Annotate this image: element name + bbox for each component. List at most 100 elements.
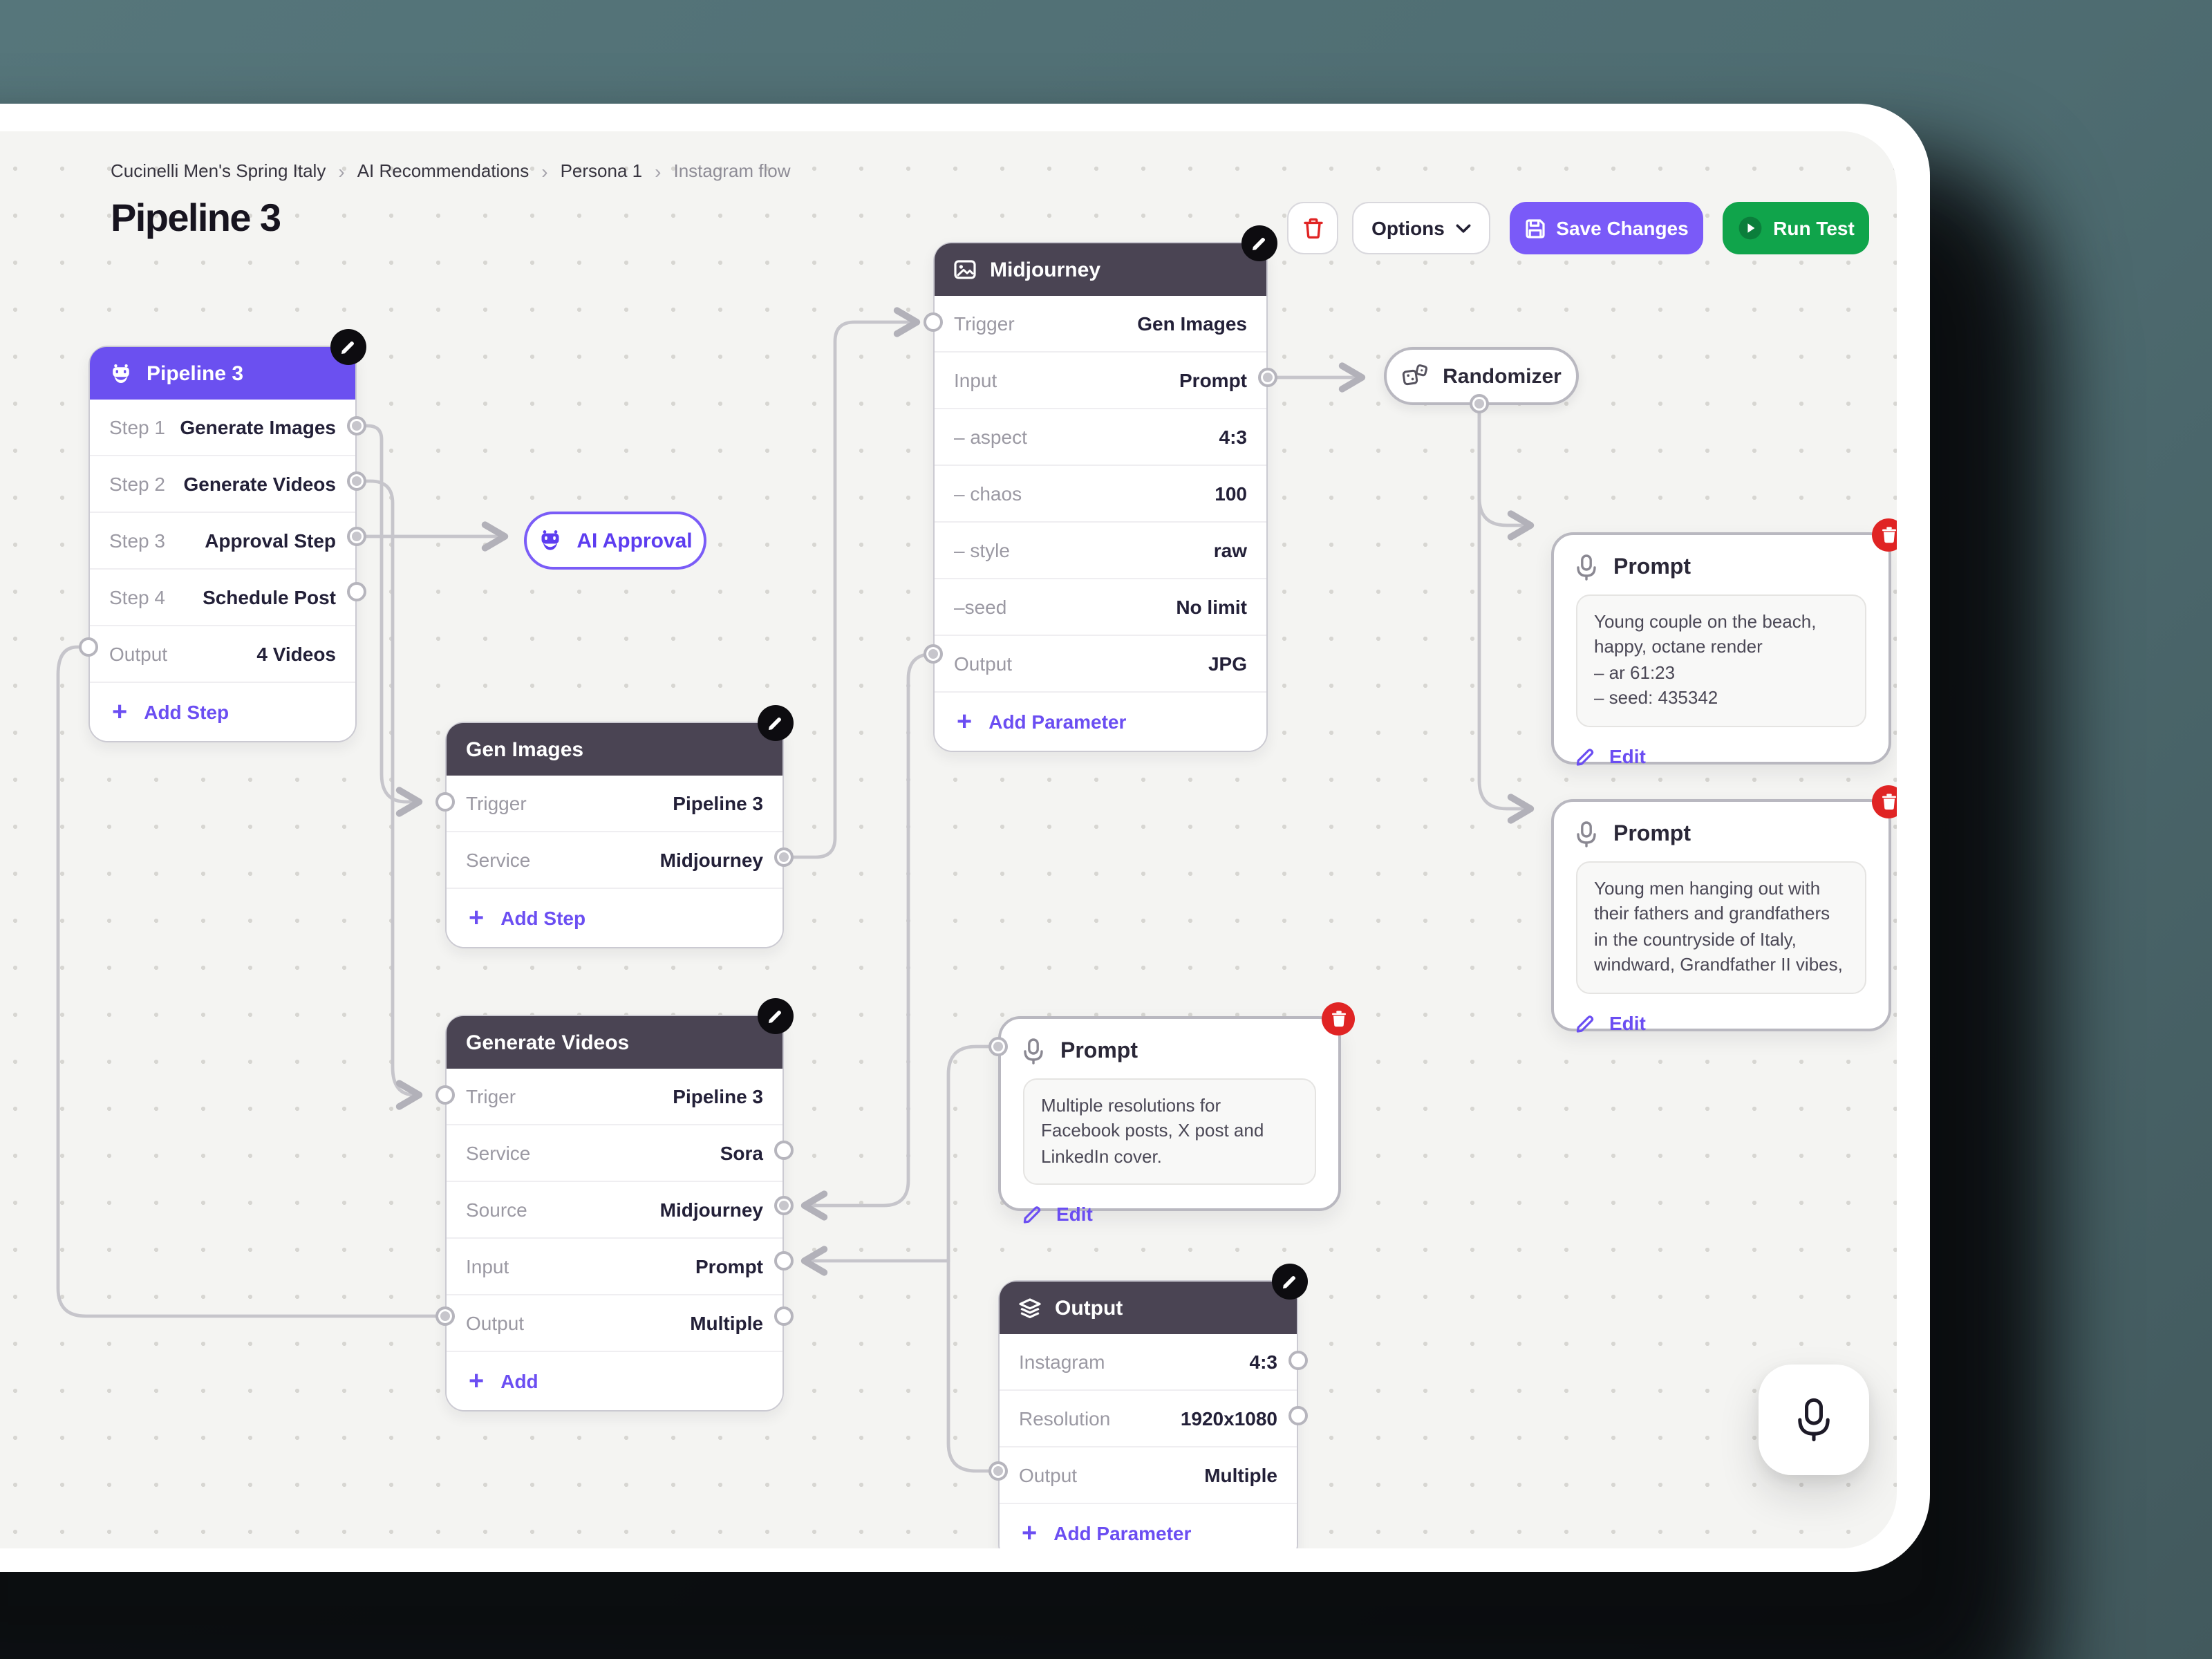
port-pipeline-step3[interactable] [347, 527, 366, 546]
flow-canvas[interactable]: Cucinelli Men's Spring Italy › AI Recomm… [0, 131, 1897, 1548]
prompt-edit-button[interactable]: Edit [1576, 1012, 1866, 1034]
output-row-instagram[interactable]: Instagram 4:3 [1000, 1334, 1297, 1391]
pipeline-edit-badge[interactable] [330, 329, 366, 365]
mic-icon [1796, 1398, 1832, 1442]
pencil-icon [767, 1008, 784, 1024]
output-add-parameter-button[interactable]: + Add Parameter [1000, 1504, 1297, 1548]
pipeline-row-step3[interactable]: Step 3 Approval Step [90, 513, 355, 570]
generate-videos-node[interactable]: Generate Videos Triger Pipeline 3 Service… [445, 998, 794, 1412]
port-output-resolution[interactable] [1288, 1406, 1308, 1425]
generate-videos-row-input[interactable]: Input Prompt [447, 1239, 782, 1295]
port-generate-videos-output-left[interactable] [435, 1306, 455, 1326]
pipeline-node-header[interactable]: Pipeline 3 [90, 347, 355, 400]
midjourney-node-header[interactable]: Midjourney [935, 243, 1266, 296]
pencil-icon [1576, 1013, 1595, 1033]
generate-videos-edit-badge[interactable] [758, 998, 794, 1034]
pipeline-row-output[interactable]: Output 4 Videos [90, 626, 355, 683]
voice-input-button[interactable] [1759, 1365, 1869, 1475]
mic-icon [1576, 554, 1597, 581]
port-pipeline-output[interactable] [79, 637, 98, 657]
run-test-button[interactable]: Run Test [1723, 202, 1869, 254]
prompt-text[interactable]: Young couple on the beach, happy, octane… [1576, 594, 1866, 727]
save-changes-button[interactable]: Save Changes [1510, 202, 1703, 254]
output-edit-badge[interactable] [1272, 1264, 1308, 1300]
prompt-beach-node[interactable]: Prompt Young couple on the beach, happy,… [1551, 518, 1897, 767]
midjourney-row-style[interactable]: – style raw [935, 523, 1266, 579]
pencil-icon [1282, 1273, 1298, 1290]
prompt-delete-badge[interactable] [1872, 785, 1897, 818]
port-generate-videos-triger[interactable] [435, 1085, 455, 1105]
output-node-title: Output [1055, 1296, 1123, 1320]
generate-videos-row-source[interactable]: Source Midjourney [447, 1182, 782, 1239]
port-gen-images-trigger[interactable] [435, 792, 455, 812]
pipeline-row-step2[interactable]: Step 2 Generate Videos [90, 456, 355, 513]
output-row-resolution[interactable]: Resolution 1920x1080 [1000, 1391, 1297, 1447]
generate-videos-add-button[interactable]: + Add [447, 1352, 782, 1410]
port-pipeline-step1[interactable] [347, 416, 366, 435]
pipeline-row-step4[interactable]: Step 4 Schedule Post [90, 570, 355, 626]
breadcrumb-item[interactable]: Persona 1 [560, 160, 643, 181]
prompt-text[interactable]: Multiple resolutions for Facebook posts,… [1023, 1078, 1316, 1185]
prompt-resolutions-node[interactable]: Prompt Multiple resolutions for Facebook… [998, 1002, 1355, 1226]
robot-icon [538, 529, 563, 552]
pipeline-row-step1[interactable]: Step 1 Generate Images [90, 400, 355, 456]
port-randomizer-out[interactable] [1470, 394, 1489, 413]
gen-images-edit-badge[interactable] [758, 705, 794, 741]
port-pipeline-step4[interactable] [347, 582, 366, 601]
midjourney-row-seed[interactable]: –seed No limit [935, 579, 1266, 636]
gen-images-row-service[interactable]: Service Midjourney [447, 832, 782, 889]
prompt-title-row: Prompt [1576, 821, 1866, 847]
midjourney-row-aspect[interactable]: – aspect 4:3 [935, 409, 1266, 466]
prompt-italy-node[interactable]: Prompt Young men hanging out with their … [1551, 785, 1897, 1034]
play-icon [1737, 216, 1762, 241]
port-generate-videos-source[interactable] [774, 1196, 794, 1215]
layers-icon [1019, 1297, 1041, 1318]
port-generate-videos-output-right[interactable] [774, 1306, 794, 1326]
breadcrumb-item-current: Instagram flow [673, 160, 791, 181]
pipeline-add-step-button[interactable]: + Add Step [90, 683, 355, 741]
midjourney-row-input[interactable]: Input Prompt [935, 353, 1266, 409]
mic-icon [1576, 821, 1597, 847]
midjourney-row-trigger[interactable]: Trigger Gen Images [935, 296, 1266, 353]
prompt-edit-button[interactable]: Edit [1023, 1203, 1316, 1226]
output-node[interactable]: Output Instagram 4:3 Resolution 1920x1080 … [998, 1264, 1308, 1548]
prompt-delete-badge[interactable] [1872, 518, 1897, 552]
port-midjourney-trigger[interactable] [924, 312, 943, 332]
options-label: Options [1371, 217, 1445, 239]
options-button[interactable]: Options [1352, 202, 1490, 254]
output-node-header[interactable]: Output [1000, 1282, 1297, 1334]
gen-images-add-step-button[interactable]: + Add Step [447, 889, 782, 947]
prompt-delete-badge[interactable] [1322, 1002, 1355, 1035]
port-generate-videos-service[interactable] [774, 1141, 794, 1160]
port-midjourney-input[interactable] [1258, 368, 1277, 387]
generate-videos-node-header[interactable]: Generate Videos [447, 1016, 782, 1069]
port-pipeline-step2[interactable] [347, 471, 366, 491]
midjourney-node[interactable]: Midjourney Trigger Gen Images Input Prompt… [933, 225, 1277, 752]
prompt-text[interactable]: Young men hanging out with their fathers… [1576, 861, 1866, 994]
ai-approval-node[interactable]: AI Approval [524, 512, 706, 570]
output-row-output[interactable]: Output Multiple [1000, 1447, 1297, 1504]
prompt-title: Prompt [1613, 822, 1691, 845]
delete-flow-button[interactable] [1287, 202, 1338, 254]
midjourney-row-output[interactable]: Output JPG [935, 636, 1266, 693]
prompt-edit-button[interactable]: Edit [1576, 745, 1866, 767]
port-prompt-resolutions[interactable] [988, 1037, 1008, 1056]
breadcrumb-item[interactable]: Cucinelli Men's Spring Italy [111, 160, 326, 181]
port-generate-videos-input[interactable] [774, 1251, 794, 1271]
midjourney-row-chaos[interactable]: – chaos 100 [935, 466, 1266, 523]
port-output-instagram[interactable] [1288, 1351, 1308, 1370]
midjourney-add-parameter-button[interactable]: + Add Parameter [935, 693, 1266, 751]
pencil-icon [767, 715, 784, 731]
gen-images-row-trigger[interactable]: Trigger Pipeline 3 [447, 776, 782, 832]
port-output-output[interactable] [988, 1461, 1008, 1481]
gen-images-node[interactable]: Gen Images Trigger Pipeline 3 Service Midj… [445, 705, 794, 948]
port-midjourney-output[interactable] [924, 644, 943, 664]
generate-videos-row-triger[interactable]: Triger Pipeline 3 [447, 1069, 782, 1125]
generate-videos-row-service[interactable]: Service Sora [447, 1125, 782, 1182]
gen-images-node-header[interactable]: Gen Images [447, 723, 782, 776]
generate-videos-row-output[interactable]: Output Multiple [447, 1295, 782, 1352]
midjourney-edit-badge[interactable] [1241, 225, 1277, 261]
port-gen-images-service[interactable] [774, 847, 794, 867]
breadcrumb-item[interactable]: AI Recommendations [357, 160, 529, 181]
